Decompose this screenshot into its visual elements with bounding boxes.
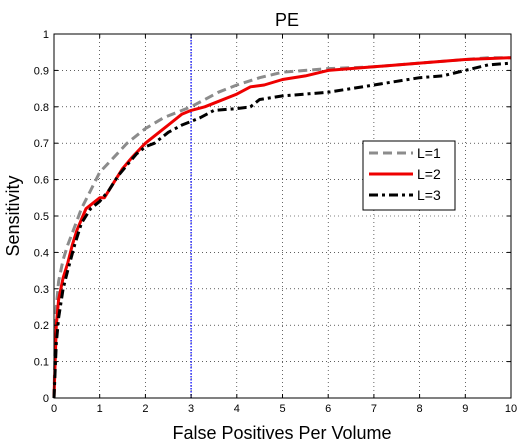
x-tick-label: 4 <box>234 403 240 415</box>
x-tick-label: 8 <box>417 403 423 415</box>
y-tick-label: 0.8 <box>34 102 49 114</box>
x-tick-labels: 0 1 2 3 4 5 6 7 8 9 10 <box>51 403 517 415</box>
series-line-2 <box>52 56 512 399</box>
y-tick-label: 0.1 <box>34 357 49 369</box>
legend-label-3: L=3 <box>417 187 441 203</box>
x-tick-label: 0 <box>51 403 57 415</box>
x-axis-title: False Positives Per Volume <box>172 423 391 443</box>
x-tick-label: 6 <box>325 403 331 415</box>
y-tick-label: 0.9 <box>34 65 49 77</box>
x-tick-label: 3 <box>188 403 194 415</box>
y-axis-title: Sensitivity <box>3 175 23 256</box>
legend-label-2: L=2 <box>417 166 441 182</box>
y-tick-label: 0.6 <box>34 175 49 187</box>
y-tick-label: 0.3 <box>34 284 49 296</box>
y-tick-label: 0 <box>43 393 49 405</box>
legend: L=1 L=2 L=3 <box>362 140 456 211</box>
chart-title: PE <box>275 10 299 30</box>
y-tick-label: 0.7 <box>34 138 49 150</box>
series-line-1 <box>52 56 511 399</box>
x-tick-label: 7 <box>371 403 377 415</box>
y-tick-label: 0.5 <box>34 211 49 223</box>
x-tick-label: 5 <box>279 403 285 415</box>
x-tick-label: 9 <box>462 403 468 415</box>
y-tick-label: 0.2 <box>34 320 49 332</box>
x-tick-label: 2 <box>142 403 148 415</box>
y-tick-label: 1 <box>43 29 49 41</box>
grid-lines <box>54 34 511 398</box>
tick-marks <box>53 33 512 399</box>
y-tick-label: 0.4 <box>34 247 49 259</box>
series-group <box>52 56 512 399</box>
series-line-3 <box>52 61 512 399</box>
y-tick-labels: 0 0.1 0.2 0.3 0.4 0.5 0.6 0.7 0.8 0.9 1 <box>34 29 49 405</box>
legend-label-1: L=1 <box>417 145 441 161</box>
x-tick-label: 10 <box>505 403 517 415</box>
x-tick-label: 1 <box>97 403 103 415</box>
